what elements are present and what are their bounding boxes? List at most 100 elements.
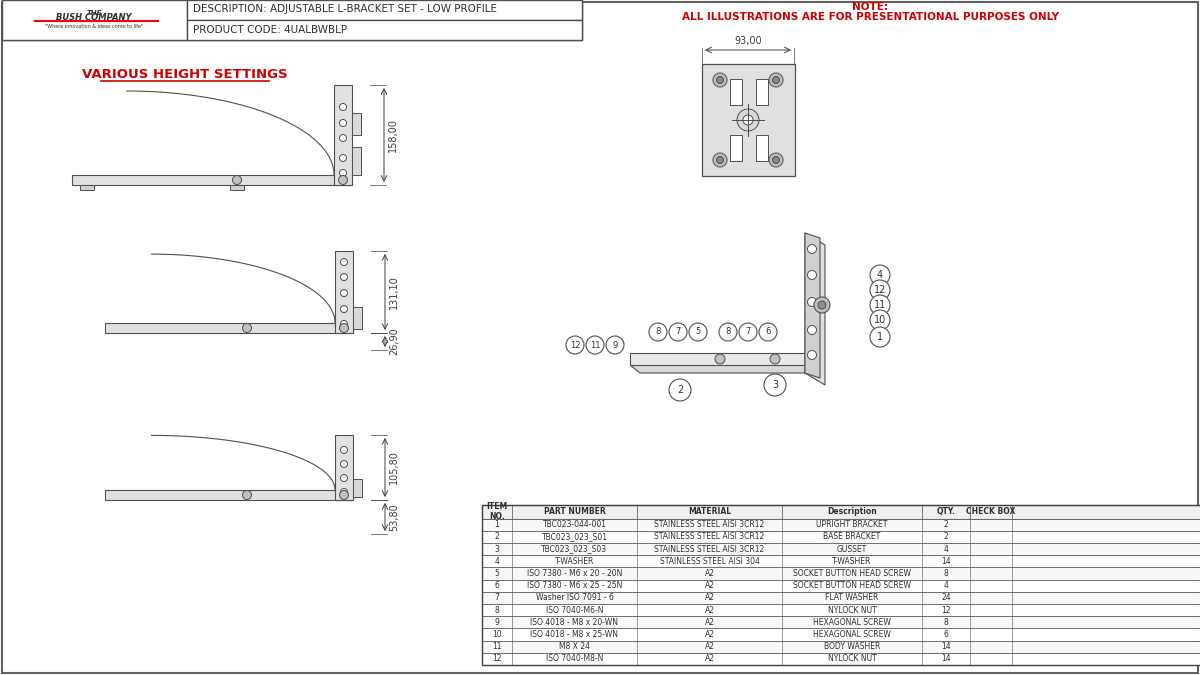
Text: 12: 12 [941, 605, 950, 615]
Text: 14: 14 [941, 557, 950, 566]
Text: T-WASHER: T-WASHER [554, 557, 594, 566]
Text: 3: 3 [494, 545, 499, 554]
Circle shape [870, 327, 890, 347]
Circle shape [242, 491, 252, 500]
Bar [352, 147, 361, 175]
Circle shape [769, 73, 784, 87]
Circle shape [870, 265, 890, 285]
Text: NYLOCK NUT: NYLOCK NUT [828, 654, 876, 664]
Text: 3: 3 [772, 380, 778, 390]
Text: ITEM
NO.: ITEM NO. [486, 502, 508, 521]
Text: Description: Description [827, 507, 877, 516]
Text: 7: 7 [676, 327, 680, 337]
Text: ISO 7040-M6-N: ISO 7040-M6-N [546, 605, 604, 615]
Text: GUSSET: GUSSET [836, 545, 868, 554]
Text: "Where innovation & ideas come to life": "Where innovation & ideas come to life" [44, 24, 143, 28]
Text: NOTE:: NOTE: [852, 2, 888, 12]
Circle shape [340, 491, 348, 500]
Text: 8: 8 [494, 605, 499, 615]
Text: 2: 2 [494, 533, 499, 541]
Circle shape [649, 323, 667, 341]
Text: 2: 2 [943, 520, 948, 529]
Text: 131,10: 131,10 [389, 275, 398, 309]
Circle shape [716, 157, 724, 163]
Circle shape [341, 306, 348, 313]
Text: 4: 4 [943, 581, 948, 590]
Text: STAINLESS STEEL AISI 3CR12: STAINLESS STEEL AISI 3CR12 [654, 545, 764, 554]
Bar [334, 85, 352, 185]
Circle shape [719, 323, 737, 341]
Bar [730, 135, 742, 161]
Text: THE: THE [86, 10, 102, 16]
Circle shape [739, 323, 757, 341]
Text: A2: A2 [704, 618, 714, 627]
Bar [353, 479, 362, 497]
Text: ALL ILLUSTRATIONS ARE FOR PRESENTATIONAL PURPOSES ONLY: ALL ILLUSTRATIONS ARE FOR PRESENTATIONAL… [682, 12, 1058, 22]
Bar [482, 628, 1200, 641]
Bar [730, 79, 742, 105]
Circle shape [713, 73, 727, 87]
Circle shape [764, 374, 786, 396]
Bar [756, 79, 768, 105]
Polygon shape [805, 233, 826, 385]
Text: SOCKET BUTTON HEAD SCREW: SOCKET BUTTON HEAD SCREW [793, 569, 911, 578]
Text: BUSH COMPANY: BUSH COMPANY [56, 14, 132, 22]
Text: 8: 8 [943, 618, 948, 627]
Bar [106, 490, 353, 500]
Text: VARIOUS HEIGHT SETTINGS: VARIOUS HEIGHT SETTINGS [82, 68, 288, 82]
Text: 2: 2 [677, 385, 683, 395]
Bar [482, 531, 1200, 543]
Circle shape [818, 301, 826, 309]
Text: DESCRIPTION: ADJUSTABLE L-BRACKET SET - LOW PROFILE: DESCRIPTION: ADJUSTABLE L-BRACKET SET - … [193, 4, 497, 14]
Circle shape [606, 336, 624, 354]
Text: 9: 9 [612, 340, 618, 350]
Circle shape [341, 446, 348, 454]
Circle shape [341, 475, 348, 481]
Bar [230, 185, 244, 190]
Text: A2: A2 [704, 569, 714, 578]
Circle shape [233, 176, 241, 184]
Circle shape [760, 323, 778, 341]
Circle shape [716, 76, 724, 84]
Bar [482, 592, 1200, 604]
Circle shape [870, 310, 890, 330]
Circle shape [715, 354, 725, 364]
Text: 5: 5 [695, 327, 701, 337]
Circle shape [770, 354, 780, 364]
Polygon shape [630, 353, 805, 365]
Circle shape [743, 115, 754, 125]
Text: ISO 7380 - M6 x 20 - 20N: ISO 7380 - M6 x 20 - 20N [527, 569, 622, 578]
Text: PART NUMBER: PART NUMBER [544, 507, 605, 516]
Bar [187, 20, 582, 40]
Text: STAINLESS STEEL AISI 304: STAINLESS STEEL AISI 304 [660, 557, 760, 566]
Circle shape [586, 336, 604, 354]
Text: 8: 8 [725, 327, 731, 337]
Circle shape [341, 489, 348, 495]
Bar [353, 307, 362, 329]
Polygon shape [805, 233, 820, 378]
Text: 11: 11 [874, 300, 886, 310]
Text: 4: 4 [877, 270, 883, 280]
Text: 6: 6 [943, 630, 948, 639]
Text: 6: 6 [494, 581, 499, 590]
Text: ISO 7380 - M6 x 25 - 25N: ISO 7380 - M6 x 25 - 25N [527, 581, 622, 590]
Bar [482, 568, 1200, 580]
Bar [2, 0, 187, 40]
Circle shape [341, 460, 348, 468]
Circle shape [870, 280, 890, 300]
Text: 9: 9 [494, 618, 499, 627]
Circle shape [566, 336, 584, 354]
Text: 158,00: 158,00 [388, 118, 398, 152]
Circle shape [338, 176, 348, 184]
Bar [756, 135, 768, 161]
Bar [72, 175, 352, 185]
Text: 2: 2 [943, 533, 948, 541]
Circle shape [340, 155, 347, 161]
Text: 8: 8 [943, 569, 948, 578]
Text: 14: 14 [941, 654, 950, 664]
Bar [2, 0, 582, 40]
Text: 1: 1 [877, 332, 883, 342]
Text: CHECK BOX: CHECK BOX [966, 507, 1015, 516]
Text: A2: A2 [704, 605, 714, 615]
Text: 6: 6 [766, 327, 770, 337]
